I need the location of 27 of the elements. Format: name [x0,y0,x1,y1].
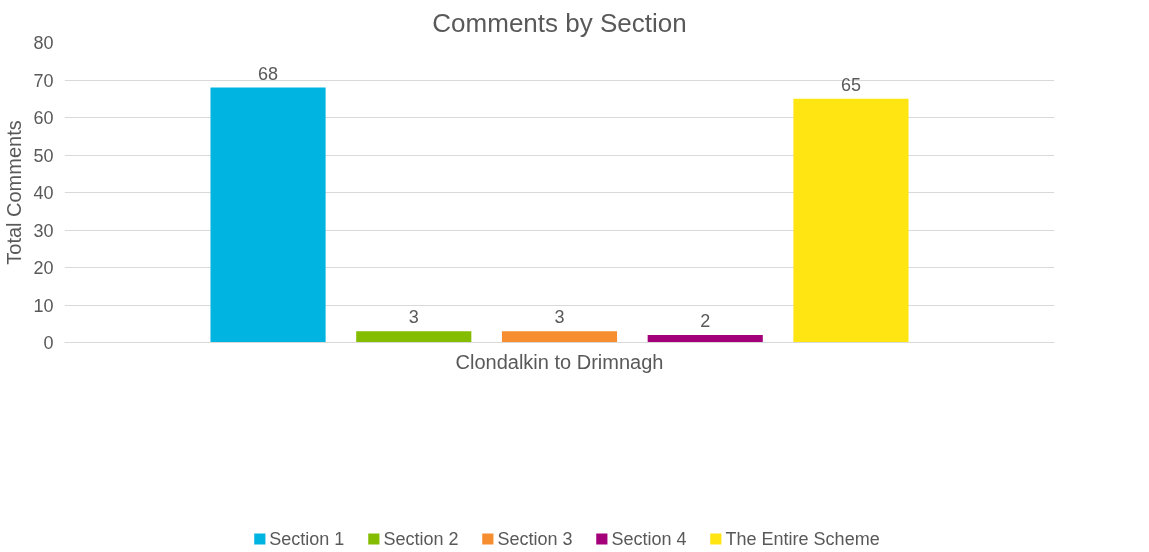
data-label: 3 [408,307,419,328]
y-tick-label: 70 [33,70,54,91]
data-label: 3 [554,307,565,328]
data-label: 2 [700,311,711,331]
legend-label: Section 3 [497,528,573,549]
y-tick-label: 10 [33,295,54,316]
y-tick-label: 80 [33,33,54,53]
y-tick-label: 0 [43,333,54,353]
y-tick-label: 50 [33,145,54,166]
bar [647,335,763,343]
legend-label: The Entire Scheme [725,528,880,549]
legend-label: Section 4 [611,528,687,549]
y-tick-label: 30 [33,220,54,241]
bar [793,98,909,343]
data-label: 65 [840,74,861,95]
y-tick-label: 20 [33,258,54,278]
legend-label: Section 1 [269,528,345,549]
chart-title: Comments by Section [432,7,687,38]
y-tick-label: 40 [33,183,54,203]
x-axis-title: Clondalkin to Drimnagh [455,350,664,373]
bar [210,87,326,343]
legend-label: Section 2 [383,528,459,549]
y-axis-title: Total Comments [3,120,26,265]
bar [501,331,618,343]
bar [356,331,472,343]
data-label: 68 [258,63,279,84]
y-tick-label: 60 [33,108,54,128]
